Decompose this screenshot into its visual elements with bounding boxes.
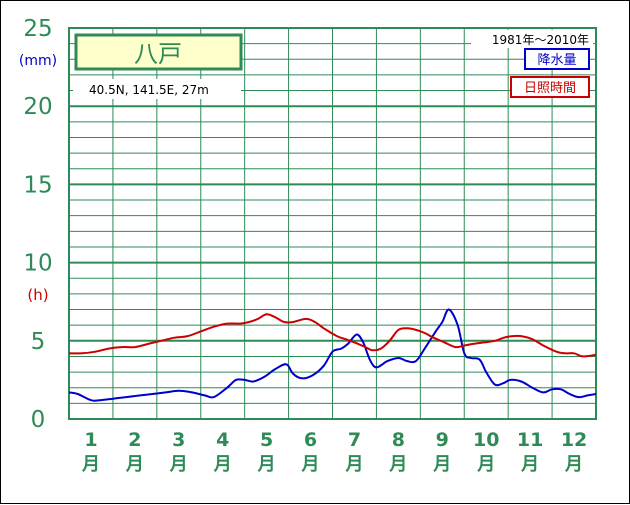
legend-label: 降水量 <box>537 53 576 68</box>
month-suffix-label: 月 <box>388 454 407 475</box>
month-suffix-label: 月 <box>169 454 188 475</box>
month-number-label: 6 <box>304 429 317 451</box>
unit-precip: (mm) <box>19 53 57 69</box>
y-axis: 0 5 10 15 20 25 <box>23 16 52 433</box>
month-suffix-label: 月 <box>213 454 232 475</box>
month-number-label: 2 <box>128 429 141 451</box>
month-suffix-label: 月 <box>344 454 363 475</box>
station-name-box <box>74 33 243 71</box>
period-box <box>471 30 593 48</box>
y-tick-label: 15 <box>23 172 52 198</box>
station-location: 40.5N, 141.5E, 27m <box>89 83 209 97</box>
month-suffix-label: 月 <box>564 454 583 475</box>
month-number-label: 11 <box>517 429 543 451</box>
legend-label: 日照時間 <box>524 81 576 96</box>
month-number-label: 5 <box>260 429 273 451</box>
precipitation-line <box>68 308 597 402</box>
legend-box <box>524 48 590 70</box>
month-suffix-label: 月 <box>301 454 320 475</box>
month-number-label: 8 <box>392 429 405 451</box>
month-number-label: 12 <box>561 429 587 451</box>
y-tick-label: 0 <box>31 407 46 433</box>
month-suffix-label: 月 <box>125 454 144 475</box>
month-number-label: 10 <box>473 429 499 451</box>
unit-sunshine: (h) <box>27 286 48 304</box>
series-lines <box>68 308 597 402</box>
month-number-label: 7 <box>348 429 361 451</box>
month-number-label: 3 <box>172 429 185 451</box>
y-tick-label: 10 <box>23 251 52 277</box>
y-tick-label: 25 <box>23 16 52 42</box>
period-label: 1981年～2010年 <box>492 33 589 47</box>
station-name: 八戸 <box>134 40 182 68</box>
month-suffix-label: 月 <box>432 454 451 475</box>
month-suffix-label: 月 <box>257 454 276 475</box>
month-suffix-label: 月 <box>520 454 539 475</box>
sunshine-line <box>68 313 597 358</box>
legend-box <box>510 76 590 98</box>
location-box <box>73 79 241 99</box>
month-number-label: 1 <box>84 429 97 451</box>
month-suffix-label: 月 <box>476 454 495 475</box>
y-tick-label: 20 <box>23 94 52 120</box>
month-number-label: 9 <box>436 429 449 451</box>
y-tick-label: 5 <box>31 329 46 355</box>
month-suffix-label: 月 <box>81 454 100 475</box>
month-number-label: 4 <box>216 429 229 451</box>
x-axis: 1 月 2 月 3 月 4 月 5 月 6 月 7 月 8 月 9 月 10 月 11 月 12 月 <box>81 429 587 475</box>
